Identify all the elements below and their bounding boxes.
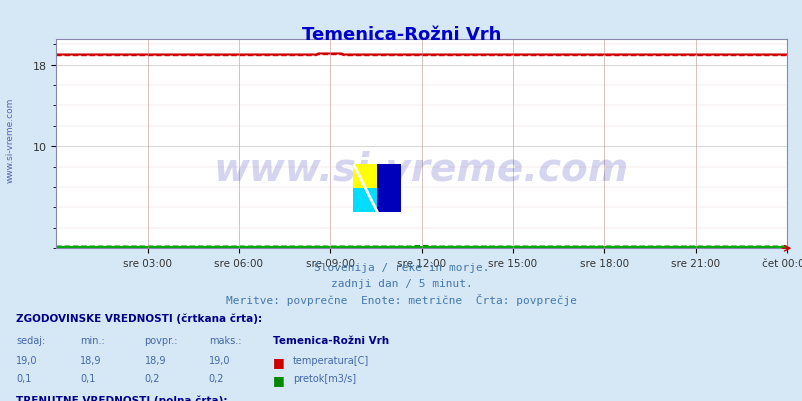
Text: temperatura[C]: temperatura[C]: [293, 355, 369, 365]
Text: pretok[m3/s]: pretok[m3/s]: [293, 373, 356, 383]
Text: Slovenija / reke in morje.: Slovenija / reke in morje.: [314, 263, 488, 273]
Text: povpr.:: povpr.:: [144, 335, 178, 345]
Text: 0,2: 0,2: [144, 373, 160, 383]
Text: 18,9: 18,9: [80, 355, 102, 365]
Text: 19,0: 19,0: [16, 355, 38, 365]
Text: 0,1: 0,1: [16, 373, 31, 383]
Text: 0,2: 0,2: [209, 373, 224, 383]
Bar: [377, 164, 401, 213]
Text: maks.:: maks.:: [209, 335, 241, 345]
Text: sedaj:: sedaj:: [16, 335, 45, 345]
Text: www.si-vreme.com: www.si-vreme.com: [5, 98, 14, 183]
Text: zadnji dan / 5 minut.: zadnji dan / 5 minut.: [330, 278, 472, 288]
Text: min.:: min.:: [80, 335, 105, 345]
Text: TRENUTNE VREDNOSTI (polna črta):: TRENUTNE VREDNOSTI (polna črta):: [16, 395, 227, 401]
Text: 19,0: 19,0: [209, 355, 230, 365]
Text: Meritve: povprečne  Enote: metrične  Črta: povprečje: Meritve: povprečne Enote: metrične Črta:…: [225, 293, 577, 305]
Text: www.si-vreme.com: www.si-vreme.com: [213, 150, 629, 188]
Text: Temenica-Rožni Vrh: Temenica-Rožni Vrh: [302, 26, 500, 44]
Text: ■: ■: [273, 355, 285, 368]
Text: 0,1: 0,1: [80, 373, 95, 383]
Text: ■: ■: [273, 373, 285, 386]
Bar: [353, 188, 377, 213]
Text: ZGODOVINSKE VREDNOSTI (črtkana črta):: ZGODOVINSKE VREDNOSTI (črtkana črta):: [16, 313, 262, 323]
Text: Temenica-Rožni Vrh: Temenica-Rožni Vrh: [273, 335, 389, 345]
Text: 18,9: 18,9: [144, 355, 166, 365]
Bar: [353, 164, 377, 188]
